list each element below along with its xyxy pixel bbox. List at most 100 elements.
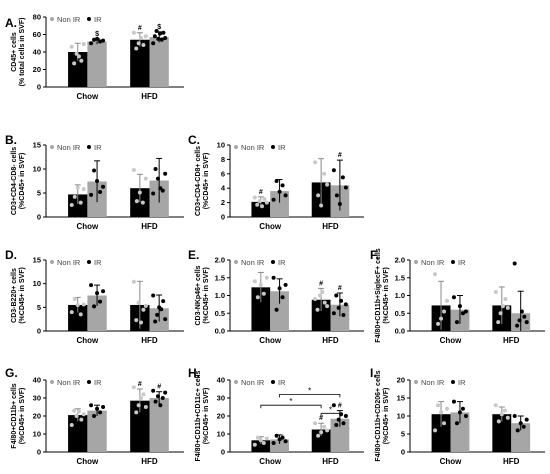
y-tick-label: 40	[217, 376, 225, 385]
data-point	[522, 314, 527, 319]
y-tick-label: 0	[37, 213, 41, 222]
x-category-label: Chow	[77, 336, 100, 345]
data-point	[315, 307, 320, 312]
data-point	[153, 399, 158, 404]
data-point	[136, 403, 141, 408]
legend-label-non-ir: Non IR	[57, 378, 81, 387]
panel-c: C.CD3+CD4-CD8+ cells(%CD45+ in SVF) 0 2 4 6 8…	[188, 133, 364, 231]
data-point	[502, 408, 507, 413]
y-tick-label: 6	[221, 169, 225, 178]
data-point	[442, 309, 447, 314]
panel-g: G. F4/80+CD11b+ cells(%CD45+ in SVF) 0 10 20…	[5, 366, 184, 466]
data-point	[69, 44, 74, 49]
x-category-label: HFD	[322, 457, 339, 466]
y-tick-label: 0	[37, 83, 41, 92]
data-point	[439, 316, 444, 321]
y-tick-label: 15	[33, 141, 41, 150]
data-point	[274, 179, 279, 183]
significance-mark: #	[319, 415, 323, 422]
data-point	[319, 203, 324, 208]
data-point	[336, 305, 341, 310]
significance-mark: $	[95, 31, 99, 38]
data-point	[280, 295, 285, 300]
legend-marker-non-ir	[414, 260, 418, 264]
data-point	[134, 46, 139, 51]
y-tick-label: 80	[33, 13, 41, 22]
data-point	[512, 414, 517, 418]
legend-label-ir: IR	[94, 378, 102, 387]
data-point	[325, 428, 330, 433]
y-tick-label: 60	[33, 30, 41, 39]
significance-bracket	[260, 404, 322, 409]
x-category-label: Chow	[259, 336, 282, 345]
y-tick-label: 1.0	[395, 291, 405, 300]
data-point	[141, 43, 146, 47]
panel-label: H.	[188, 366, 200, 380]
data-point	[160, 396, 165, 400]
data-point	[136, 41, 141, 46]
y-tick-label: 2.0	[395, 256, 405, 265]
data-point	[319, 430, 324, 435]
data-point	[503, 297, 508, 302]
data-point	[264, 436, 269, 441]
data-point	[433, 428, 438, 433]
y-tick-label: 20	[217, 412, 225, 421]
data-point	[153, 167, 158, 171]
panel-label: A.	[5, 16, 17, 30]
panel-label: C.	[188, 133, 200, 147]
y-tick-label: 15	[397, 394, 405, 403]
x-category-label: Chow	[440, 457, 463, 466]
data-point	[156, 36, 161, 41]
legend-marker-ir	[451, 380, 455, 384]
data-point	[340, 175, 345, 180]
x-category-label: Chow	[259, 457, 282, 466]
panel-label: B.	[5, 133, 17, 147]
data-point	[136, 300, 141, 305]
legend-label-ir: IR	[458, 258, 466, 267]
bar	[130, 39, 150, 87]
y-tick-label: 0	[401, 448, 405, 457]
legend-label-non-ir: Non IR	[57, 15, 81, 24]
data-point	[152, 34, 157, 39]
data-point	[337, 202, 342, 207]
data-point	[512, 261, 517, 266]
x-category-label: Chow	[77, 92, 100, 101]
y-tick-label: 10	[33, 430, 41, 439]
data-point	[519, 309, 524, 314]
data-point	[143, 34, 148, 39]
data-point	[325, 182, 330, 187]
data-point	[95, 291, 100, 296]
significance-mark: #	[138, 25, 142, 32]
significance-mark: #	[338, 285, 342, 292]
data-point	[264, 275, 269, 280]
legend-label-ir: IR	[94, 143, 102, 152]
data-point	[159, 37, 164, 42]
bar	[87, 295, 107, 331]
data-point	[463, 414, 468, 418]
data-point	[72, 61, 77, 66]
data-point	[72, 296, 77, 301]
data-point	[89, 283, 94, 288]
legend-marker-non-ir	[50, 17, 54, 21]
legend-marker-non-ir	[234, 145, 238, 149]
bar	[270, 291, 289, 331]
data-point	[131, 167, 136, 172]
data-point	[101, 184, 106, 189]
y-tick-label: 20	[33, 412, 41, 421]
data-point	[524, 417, 529, 422]
data-point	[451, 295, 456, 300]
data-point	[313, 297, 318, 302]
y-tick-label: 0	[221, 213, 225, 222]
y-tick-label: 2.0	[215, 256, 225, 265]
data-point	[277, 189, 282, 194]
data-point	[261, 291, 266, 296]
data-point	[151, 191, 156, 196]
x-category-label: Chow	[440, 336, 463, 345]
data-point	[454, 421, 459, 426]
data-point	[252, 279, 257, 284]
data-point	[334, 293, 339, 298]
data-point	[277, 437, 282, 442]
data-point	[143, 176, 148, 181]
data-point	[493, 289, 498, 294]
